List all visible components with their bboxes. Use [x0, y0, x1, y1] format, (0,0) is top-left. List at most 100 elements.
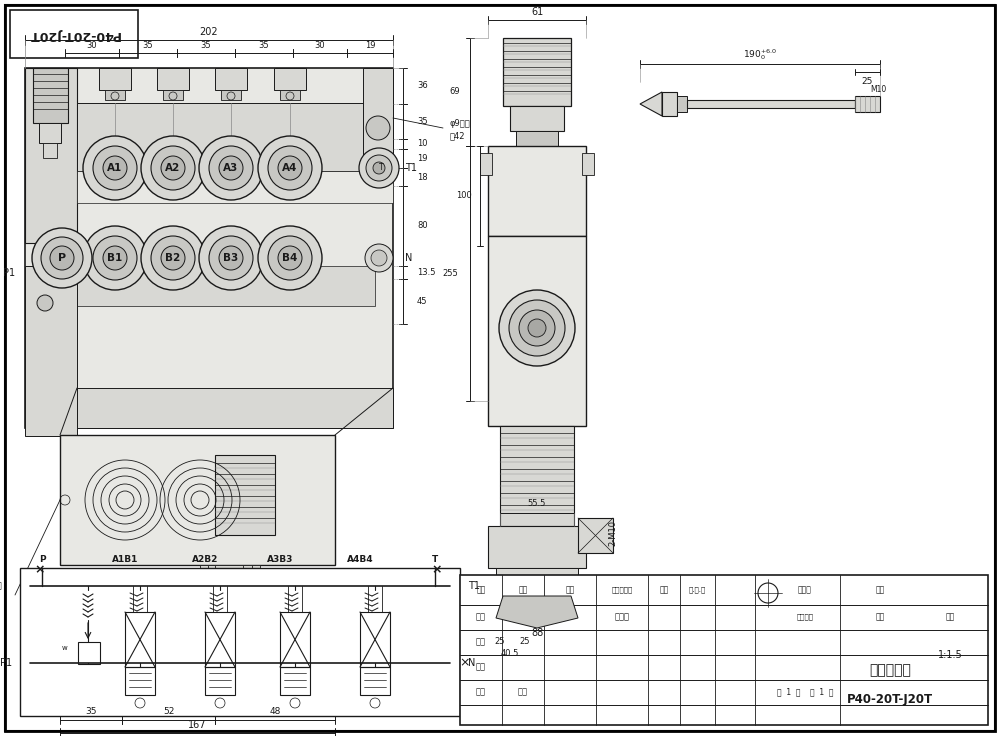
- Circle shape: [268, 146, 312, 190]
- Bar: [99, 68, 131, 90]
- Text: A3: A3: [223, 163, 239, 173]
- Text: 167: 167: [188, 720, 206, 730]
- Bar: [274, 68, 306, 90]
- Bar: [215, 68, 247, 90]
- Circle shape: [111, 92, 119, 100]
- Circle shape: [103, 156, 127, 180]
- Bar: [215, 455, 275, 535]
- Circle shape: [209, 146, 253, 190]
- Circle shape: [169, 92, 177, 100]
- Text: 年.月.日: 年.月.日: [688, 587, 706, 593]
- Bar: [33, 68, 68, 123]
- Bar: [488, 236, 586, 426]
- Text: P: P: [58, 253, 66, 263]
- Text: P: P: [39, 556, 45, 565]
- Text: 30: 30: [315, 41, 325, 51]
- Text: 202: 202: [200, 27, 218, 37]
- Text: 55.5: 55.5: [528, 500, 546, 509]
- Bar: [280, 612, 310, 667]
- Text: 审核: 审核: [476, 662, 486, 671]
- Text: ×: ×: [35, 564, 45, 576]
- Text: A2B2: A2B2: [192, 556, 218, 565]
- Bar: [157, 68, 189, 90]
- Circle shape: [209, 236, 253, 280]
- Bar: [205, 612, 235, 667]
- Circle shape: [83, 136, 147, 200]
- Text: T: T: [432, 556, 438, 565]
- Text: P40-20T-J20T: P40-20T-J20T: [28, 29, 120, 41]
- Circle shape: [227, 92, 235, 100]
- Bar: [105, 90, 125, 100]
- Circle shape: [278, 246, 302, 270]
- Text: 四联多路阀: 四联多路阀: [869, 663, 911, 677]
- Text: 签名: 签名: [659, 586, 669, 595]
- Text: 10: 10: [417, 140, 428, 149]
- Circle shape: [286, 92, 294, 100]
- Text: 48: 48: [269, 707, 281, 717]
- Circle shape: [509, 300, 565, 356]
- Text: A4B4: A4B4: [347, 556, 373, 565]
- Text: 19: 19: [417, 154, 428, 163]
- Circle shape: [258, 226, 322, 290]
- Bar: [25, 68, 77, 243]
- Polygon shape: [640, 92, 662, 116]
- Circle shape: [83, 226, 147, 290]
- Bar: [125, 612, 155, 667]
- Bar: [43, 143, 57, 158]
- Text: N: N: [468, 658, 475, 668]
- Circle shape: [161, 246, 185, 270]
- Text: 共  1  张    第  1  张: 共 1 张 第 1 张: [777, 687, 833, 696]
- Text: 52: 52: [163, 707, 174, 717]
- Text: 工艺: 工艺: [476, 687, 486, 696]
- Text: P40-20T-J20T: P40-20T-J20T: [847, 693, 933, 707]
- Bar: [363, 68, 393, 178]
- Bar: [582, 153, 594, 175]
- Bar: [77, 266, 375, 306]
- Text: 35: 35: [85, 707, 97, 717]
- Circle shape: [373, 162, 385, 174]
- Text: 88: 88: [531, 628, 543, 638]
- Text: 重量: 重量: [875, 612, 885, 621]
- Text: 35: 35: [143, 41, 153, 51]
- Text: 35: 35: [259, 41, 269, 51]
- Bar: [25, 68, 393, 428]
- Bar: [578, 518, 613, 553]
- Bar: [39, 123, 61, 143]
- Text: 版本号: 版本号: [798, 586, 812, 595]
- Bar: [77, 103, 375, 171]
- Bar: [280, 667, 310, 695]
- Circle shape: [366, 116, 390, 140]
- Text: 标记: 标记: [476, 586, 486, 595]
- Bar: [200, 565, 260, 583]
- Circle shape: [103, 246, 127, 270]
- Bar: [163, 90, 183, 100]
- Text: 40.5: 40.5: [501, 649, 519, 659]
- Circle shape: [151, 236, 195, 280]
- Text: 标准化: 标准化: [614, 612, 630, 621]
- Bar: [498, 236, 576, 248]
- Text: 36: 36: [417, 82, 428, 91]
- Circle shape: [365, 244, 393, 272]
- Circle shape: [37, 295, 53, 311]
- Text: 35: 35: [201, 41, 211, 51]
- Bar: [855, 96, 880, 112]
- Bar: [20, 568, 460, 716]
- Bar: [360, 667, 390, 695]
- Text: 35: 35: [417, 117, 428, 126]
- Bar: [230, 645, 260, 695]
- Polygon shape: [496, 596, 578, 628]
- Text: 类型: 类型: [875, 586, 885, 595]
- Text: A4: A4: [282, 163, 298, 173]
- Bar: [488, 146, 586, 236]
- Bar: [460, 575, 988, 725]
- Text: T1: T1: [405, 163, 417, 173]
- Circle shape: [41, 237, 83, 279]
- Text: A3B3: A3B3: [267, 556, 293, 565]
- Text: 高42: 高42: [450, 132, 466, 141]
- Text: P1: P1: [3, 268, 15, 278]
- Bar: [221, 90, 241, 100]
- Bar: [205, 667, 235, 695]
- Text: ×: ×: [432, 564, 442, 576]
- Text: φ9通孔: φ9通孔: [0, 581, 3, 590]
- Circle shape: [268, 236, 312, 280]
